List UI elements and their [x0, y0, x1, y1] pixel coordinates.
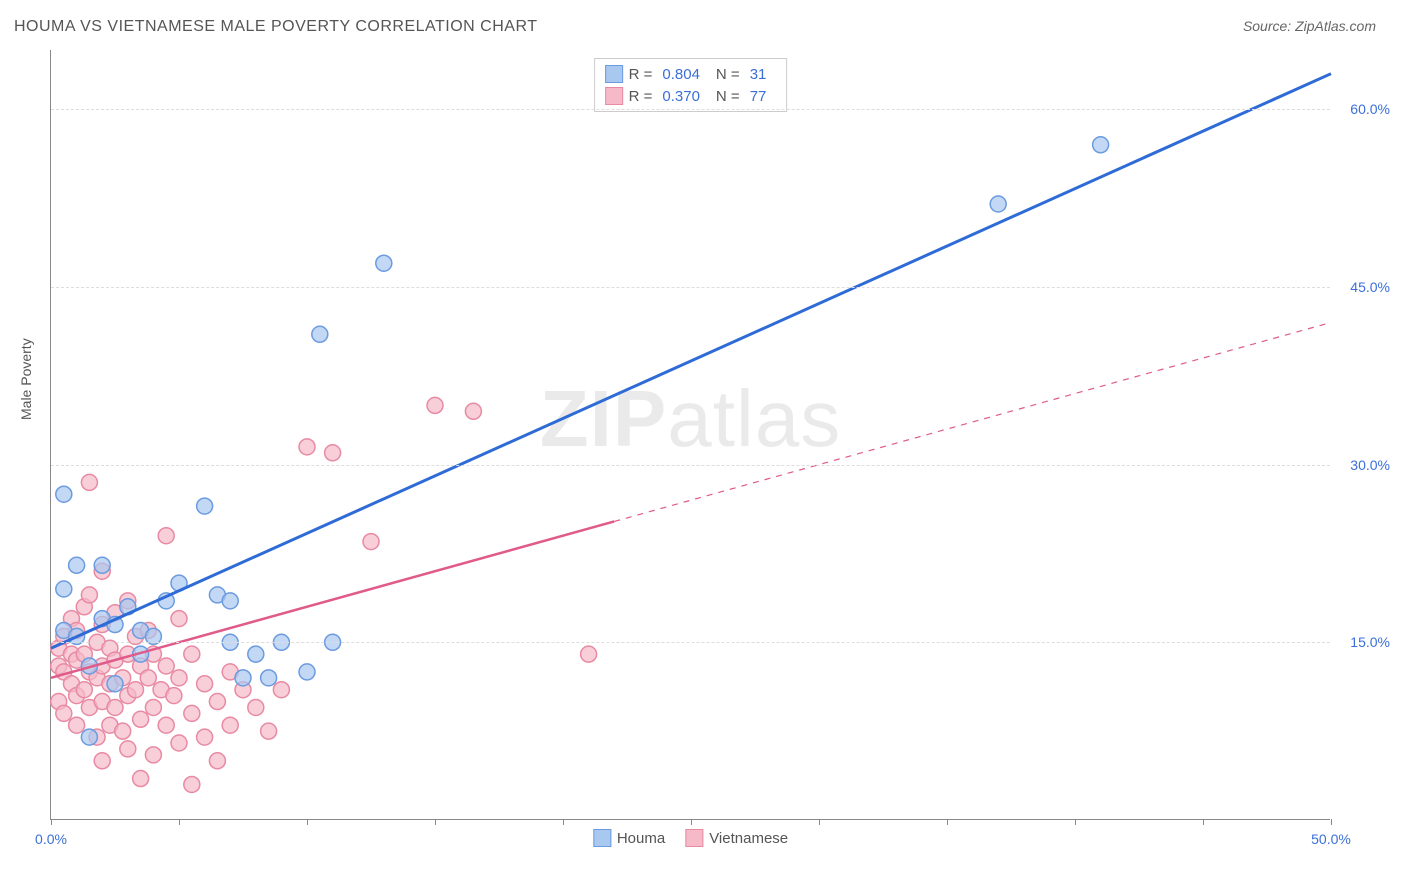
data-point: [197, 676, 213, 692]
gridline: [51, 465, 1330, 466]
data-point: [81, 587, 97, 603]
data-point: [56, 705, 72, 721]
data-point: [261, 723, 277, 739]
x-tick: [179, 819, 180, 825]
x-tick: [1075, 819, 1076, 825]
data-point: [158, 528, 174, 544]
data-point: [56, 581, 72, 597]
x-tick: [435, 819, 436, 825]
data-point: [222, 593, 238, 609]
data-point: [427, 397, 443, 413]
x-tick-label: 50.0%: [1311, 831, 1351, 847]
gridline: [51, 642, 1330, 643]
data-point: [69, 717, 85, 733]
y-axis-label: Male Poverty: [18, 338, 34, 420]
y-tick-label: 45.0%: [1350, 279, 1390, 295]
data-point: [261, 670, 277, 686]
data-point: [184, 776, 200, 792]
y-tick-label: 30.0%: [1350, 457, 1390, 473]
data-point: [209, 694, 225, 710]
data-point: [248, 646, 264, 662]
data-point: [312, 326, 328, 342]
data-point: [115, 723, 131, 739]
legend-item-vietnamese: Vietnamese: [685, 829, 788, 847]
data-point: [56, 486, 72, 502]
gridline: [51, 287, 1330, 288]
data-point: [325, 445, 341, 461]
source-attribution: Source: ZipAtlas.com: [1243, 18, 1376, 34]
legend-item-houma: Houma: [593, 829, 665, 847]
x-tick: [691, 819, 692, 825]
data-point: [299, 664, 315, 680]
data-point: [81, 729, 97, 745]
data-point: [1093, 137, 1109, 153]
data-point: [94, 753, 110, 769]
data-point: [120, 741, 136, 757]
regression-line-dashed: [614, 322, 1331, 521]
gridline: [51, 109, 1330, 110]
x-tick: [1331, 819, 1332, 825]
data-point: [94, 557, 110, 573]
plot-area: ZIPatlas R = 0.804 N = 31 R = 0.370 N = …: [50, 50, 1330, 820]
data-point: [465, 403, 481, 419]
series-legend: Houma Vietnamese: [593, 829, 788, 847]
data-point: [299, 439, 315, 455]
data-point: [107, 676, 123, 692]
chart-title: HOUMA VS VIETNAMESE MALE POVERTY CORRELA…: [14, 18, 537, 36]
data-point: [184, 705, 200, 721]
scatter-svg: [51, 50, 1330, 819]
data-point: [76, 682, 92, 698]
data-point: [81, 474, 97, 490]
data-point: [171, 611, 187, 627]
data-point: [69, 557, 85, 573]
data-point: [133, 771, 149, 787]
data-point: [171, 735, 187, 751]
data-point: [197, 729, 213, 745]
data-point: [363, 534, 379, 550]
swatch-vietnamese-bottom: [685, 829, 703, 847]
x-tick: [307, 819, 308, 825]
x-tick: [563, 819, 564, 825]
data-point: [145, 747, 161, 763]
swatch-houma-bottom: [593, 829, 611, 847]
data-point: [197, 498, 213, 514]
data-point: [376, 255, 392, 271]
regression-line: [51, 74, 1331, 649]
data-point: [222, 717, 238, 733]
data-point: [990, 196, 1006, 212]
data-point: [248, 699, 264, 715]
data-point: [140, 670, 156, 686]
data-point: [158, 658, 174, 674]
x-tick: [1203, 819, 1204, 825]
data-point: [184, 646, 200, 662]
data-point: [273, 682, 289, 698]
x-tick: [947, 819, 948, 825]
x-tick: [819, 819, 820, 825]
data-point: [145, 699, 161, 715]
data-point: [107, 699, 123, 715]
data-point: [209, 753, 225, 769]
data-point: [235, 670, 251, 686]
x-tick-label: 0.0%: [35, 831, 67, 847]
y-tick-label: 60.0%: [1350, 101, 1390, 117]
data-point: [581, 646, 597, 662]
x-tick: [51, 819, 52, 825]
data-point: [133, 711, 149, 727]
y-tick-label: 15.0%: [1350, 634, 1390, 650]
data-point: [171, 670, 187, 686]
data-point: [127, 682, 143, 698]
data-point: [158, 717, 174, 733]
data-point: [166, 688, 182, 704]
